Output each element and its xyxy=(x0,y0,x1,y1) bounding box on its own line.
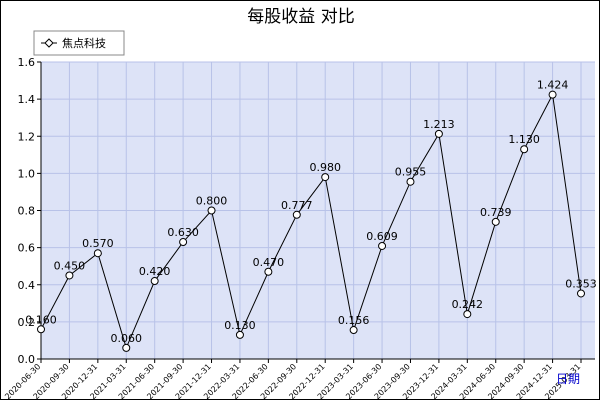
x-axis-ticks: 2020-06-302020-09-302020-12-312021-03-31… xyxy=(3,362,582,401)
y-tick-label: 0.0 xyxy=(18,353,36,366)
y-tick-label: 1.4 xyxy=(18,93,36,106)
data-labels: 0.160 0.450 0.570 0.060 0.420 0.630 0.800 0.130… xyxy=(25,79,597,345)
y-tick-label: 0.6 xyxy=(18,242,36,255)
y-tick-label: 0.2 xyxy=(18,316,36,329)
data-point xyxy=(65,271,74,280)
data-label: 0.630 xyxy=(167,226,199,239)
data-label: 0.130 xyxy=(224,319,256,332)
data-point xyxy=(37,325,45,334)
data-point xyxy=(406,177,415,186)
data-point xyxy=(548,90,557,99)
data-point xyxy=(207,206,216,215)
data-label: 0.800 xyxy=(196,195,228,208)
data-point xyxy=(434,129,443,138)
series-points xyxy=(37,90,585,352)
data-label: 1.424 xyxy=(537,79,569,92)
data-label: 0.242 xyxy=(452,298,484,311)
data-label: 0.060 xyxy=(111,332,143,345)
data-label: 0.160 xyxy=(25,313,57,326)
y-tick-label: 0.8 xyxy=(18,205,36,218)
data-label: 0.955 xyxy=(395,166,427,179)
data-point xyxy=(378,241,387,250)
data-point xyxy=(520,145,529,154)
data-label: 0.739 xyxy=(480,206,512,219)
y-axis-ticks: 0.0 0.2 0.4 0.6 0.8 1.0 1.2 1.4 1.6 xyxy=(18,56,36,366)
chart-title: 每股收益 对比 xyxy=(247,7,354,27)
data-label: 0.570 xyxy=(82,237,114,250)
data-point xyxy=(93,249,102,258)
data-point xyxy=(122,343,131,352)
data-point xyxy=(491,217,500,226)
x-axis-label: 日期 xyxy=(556,372,580,386)
series-line-layer xyxy=(40,93,582,350)
data-label: 0.609 xyxy=(366,230,398,243)
data-label: 0.980 xyxy=(309,161,341,174)
data-label: 0.353 xyxy=(565,277,597,290)
data-point xyxy=(463,310,472,319)
data-label: 0.777 xyxy=(281,199,313,212)
y-tick-label: 0.4 xyxy=(18,279,36,292)
data-point xyxy=(150,277,159,286)
legend: 焦点科技 xyxy=(33,30,125,56)
data-point xyxy=(264,267,273,276)
legend-label: 焦点科技 xyxy=(62,36,106,50)
data-point xyxy=(321,173,330,182)
data-point xyxy=(349,326,358,335)
data-label: 1.130 xyxy=(508,133,540,146)
data-label: 0.156 xyxy=(338,314,370,327)
data-label: 0.420 xyxy=(139,265,171,278)
data-point xyxy=(577,289,585,298)
series-line xyxy=(40,93,582,350)
data-point xyxy=(235,330,244,339)
data-label: 1.213 xyxy=(423,118,455,131)
data-label: 0.470 xyxy=(253,256,285,269)
data-label: 0.450 xyxy=(54,259,86,272)
diamond-icon xyxy=(44,38,54,48)
axes xyxy=(37,61,595,363)
data-point xyxy=(179,238,188,247)
data-point xyxy=(292,210,301,219)
y-tick-label: 1.6 xyxy=(18,56,36,69)
y-tick-label: 1.0 xyxy=(18,167,36,180)
y-tick-label: 1.2 xyxy=(18,130,36,143)
